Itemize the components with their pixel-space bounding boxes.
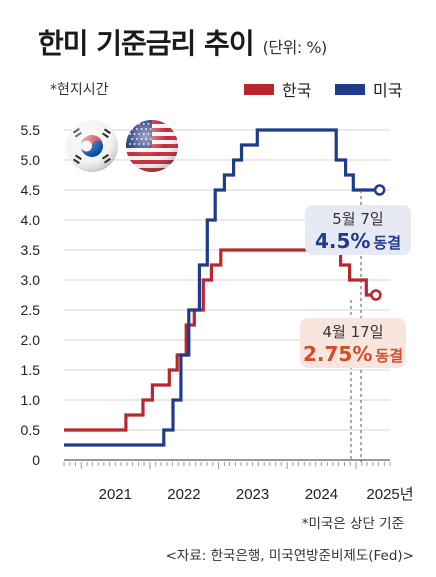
usa-callout-status: 동결 <box>373 234 402 252</box>
y-tick-label: 3.5 <box>21 242 41 258</box>
page-title: 한미 기준금리 추이 <box>38 27 255 60</box>
y-tick-label: 5.0 <box>21 152 41 168</box>
x-tick-label: 2021 <box>99 486 132 503</box>
series-end-point <box>373 184 386 196</box>
title-block: 한미 기준금리 추이 (단위: %) <box>38 22 327 62</box>
unit-label: (단위: %) <box>262 38 328 57</box>
x-axis: 2021 2022 2023 2024 2025년 <box>63 459 414 503</box>
usa-flag-icon <box>126 120 178 172</box>
y-tick-label: 0.5 <box>21 422 41 438</box>
usa-callout-rate: 4.5% <box>314 229 371 253</box>
series-line <box>64 248 376 432</box>
y-axis-ticks: 0 0.5 1.0 1.5 2.0 2.5 3.0 3.5 4.0 4.5 5.0 5.5 <box>21 122 41 468</box>
korea-callout-rate: 2.75% <box>303 342 373 366</box>
local-time-note: *현지시간 <box>50 82 109 98</box>
footnote: *미국은 상단 기준 <box>301 516 404 532</box>
korea-callout-status: 동결 <box>375 347 403 365</box>
y-tick-label: 0 <box>32 452 40 468</box>
series-lines <box>64 128 380 447</box>
korea-callout: 4월 17일 2.75% 동결 <box>300 318 406 368</box>
usa-callout: 5월 7일 4.5% 동결 <box>305 205 411 255</box>
series-end-point <box>370 289 382 301</box>
korea-legend-swatch <box>244 83 274 95</box>
y-tick-label: 1.5 <box>21 362 41 378</box>
series-line <box>64 128 380 447</box>
y-tick-label: 3.0 <box>21 272 41 288</box>
usa-legend-swatch <box>335 83 365 95</box>
legend-item-usa: 미국 <box>335 77 402 101</box>
south-korea-flag-icon <box>66 120 118 172</box>
y-tick-label: 4.0 <box>21 212 41 228</box>
legend-item-korea: 한국 <box>244 77 311 101</box>
usa-legend-label: 미국 <box>373 81 403 100</box>
y-tick-label: 1.0 <box>21 392 41 408</box>
korea-callout-date: 4월 17일 <box>322 323 384 341</box>
end-markers <box>370 184 386 301</box>
source-note: <자료: 한국은행, 미국연방준비제도(Fed)> <box>165 548 414 564</box>
x-tick-label: 2023 <box>236 486 269 503</box>
y-tick-label: 2.5 <box>21 302 41 318</box>
y-tick-label: 4.5 <box>21 182 41 198</box>
x-tick-label: 2022 <box>167 486 200 503</box>
korea-legend-label: 한국 <box>282 81 312 100</box>
usa-callout-date: 5월 7일 <box>332 210 384 228</box>
x-tick-label: 2024 <box>305 486 338 503</box>
y-tick-label: 5.5 <box>21 122 41 138</box>
y-tick-label: 2.0 <box>21 332 41 348</box>
x-tick-label: 2025년 <box>366 486 413 503</box>
